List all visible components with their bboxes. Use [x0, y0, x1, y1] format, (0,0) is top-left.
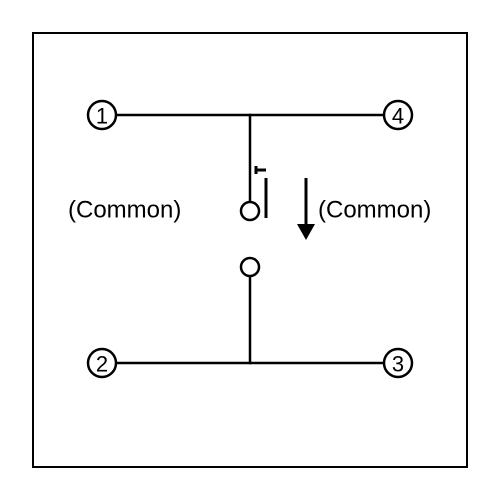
common-label-0: (Common)	[68, 197, 181, 224]
contact-node-1	[241, 258, 259, 276]
contact-node-0	[241, 202, 259, 220]
background	[0, 0, 500, 500]
terminal-label-3: 3	[392, 352, 404, 377]
switch-schematic: 1 4 2 3 (Common) (Common)	[0, 0, 500, 500]
terminal-label-4: 4	[392, 104, 404, 129]
terminal-label-2: 2	[96, 352, 108, 377]
terminal-label-1: 1	[96, 104, 108, 129]
common-label-1: (Common)	[318, 197, 431, 224]
